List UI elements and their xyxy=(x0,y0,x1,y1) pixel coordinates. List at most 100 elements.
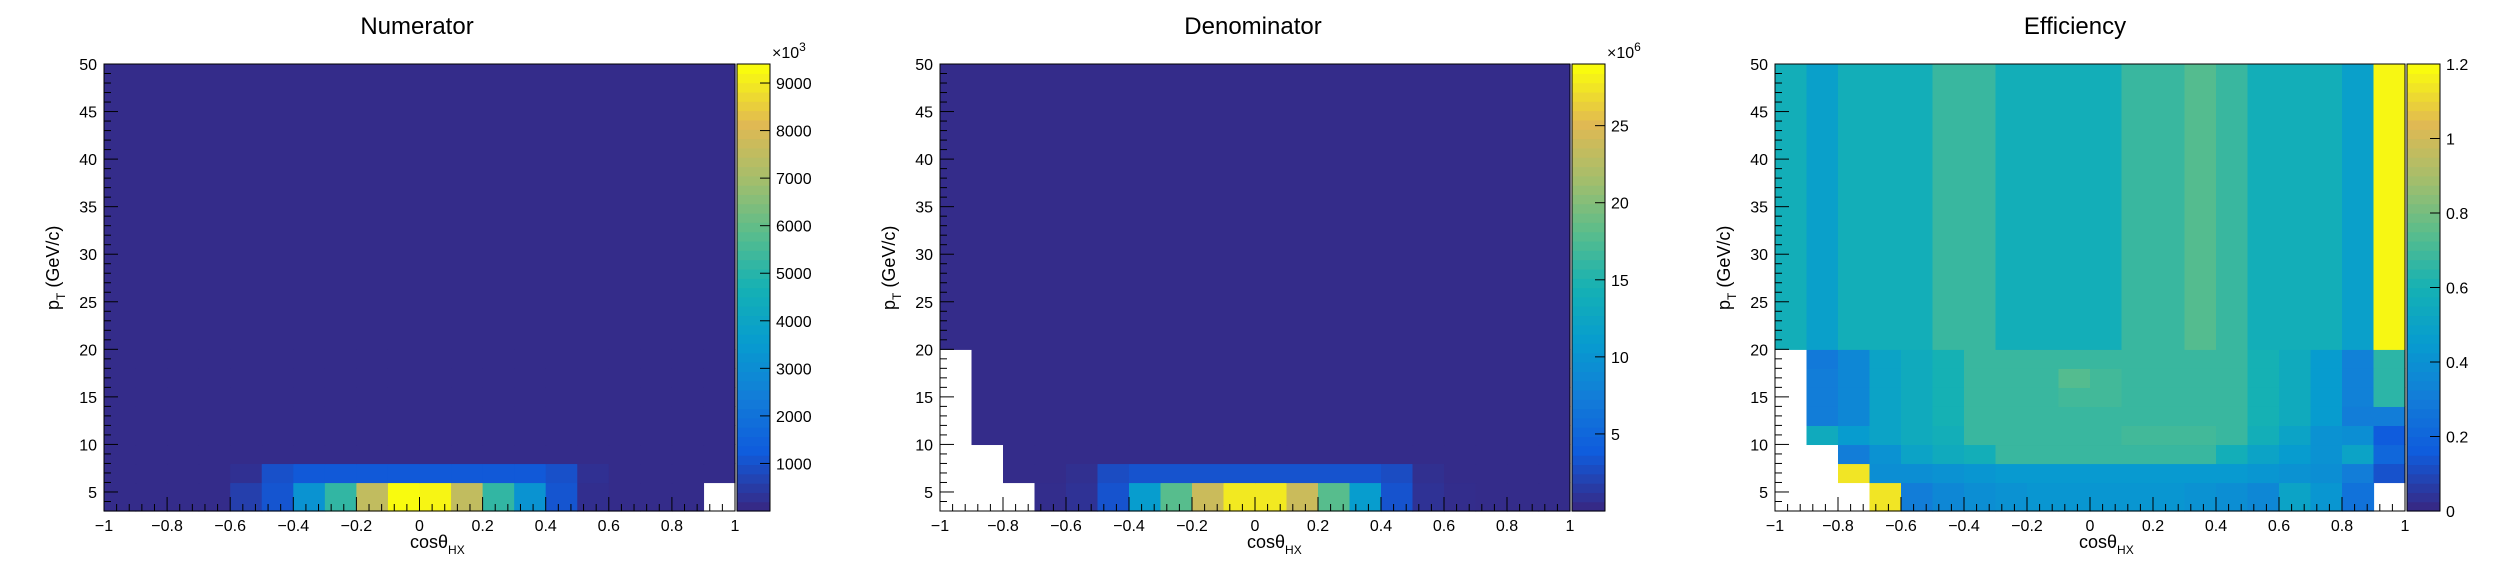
heatmap-cell xyxy=(1003,406,1036,426)
colorbar-band xyxy=(1572,427,1605,438)
heatmap-cell xyxy=(703,64,736,350)
heatmap-cell xyxy=(1932,463,1965,484)
colorbar-band xyxy=(2407,399,2440,410)
heatmap-cell xyxy=(1806,64,1839,350)
heatmap-cell xyxy=(1412,463,1445,484)
colorbar-band xyxy=(737,250,770,261)
colorbar-tick-label: 0.6 xyxy=(2446,281,2468,298)
colorbar-band xyxy=(737,138,770,149)
heatmap-cell xyxy=(1901,444,1934,465)
colorbar-band xyxy=(1572,492,1605,503)
heatmap-cell xyxy=(1806,349,1839,369)
heatmap-cell xyxy=(2342,482,2375,512)
x-tick-label: −1 xyxy=(95,518,113,535)
colorbar-band xyxy=(1572,483,1605,493)
colorbar-band xyxy=(2407,334,2440,344)
colorbar-band xyxy=(2407,501,2440,512)
heatmap-cell xyxy=(577,349,610,369)
heatmap-cell xyxy=(451,425,484,446)
heatmap-cell xyxy=(971,406,1004,426)
heatmap-cell xyxy=(545,64,578,350)
colorbar-tick-label: 20 xyxy=(1611,196,1629,213)
colorbar-band xyxy=(2407,147,2440,158)
heatmap-cell xyxy=(198,64,231,350)
colorbar-tick-label: 0.4 xyxy=(2446,355,2468,372)
colorbar-band xyxy=(737,119,770,130)
heatmap-cell xyxy=(1192,406,1225,426)
colorbar-band xyxy=(1572,306,1605,317)
y-tick-label: 10 xyxy=(915,437,933,454)
heatmap-cell xyxy=(167,482,200,512)
heatmap-cell xyxy=(1097,425,1130,446)
heatmap-cell xyxy=(1869,387,1902,407)
heatmap-cell xyxy=(1538,482,1571,512)
y-tick-label: 45 xyxy=(915,105,933,122)
heatmap-cell xyxy=(1869,463,1902,484)
heatmap-cell xyxy=(1255,444,1288,465)
colorbar-band xyxy=(737,278,770,289)
heatmap-cell xyxy=(1129,425,1162,446)
heatmap-cell xyxy=(1286,482,1319,512)
colorbar-band xyxy=(1572,352,1605,363)
y-tick-label: 5 xyxy=(1759,485,1768,502)
heatmap-cell xyxy=(1066,406,1099,426)
heatmap-cell xyxy=(2373,463,2406,484)
heatmap-cell xyxy=(230,368,263,388)
heatmap-cell xyxy=(1901,482,1934,512)
x-tick-label: −0.6 xyxy=(214,518,246,535)
heatmap-cell xyxy=(2184,425,2217,446)
heatmap-cell xyxy=(356,406,389,426)
colorbar-band xyxy=(2407,483,2440,493)
y-tick-label: 50 xyxy=(79,57,97,74)
colorbar-band xyxy=(1572,250,1605,261)
heatmap-cell xyxy=(324,349,357,369)
heatmap-cell xyxy=(1475,64,1508,350)
heatmap-cell xyxy=(2279,64,2312,350)
heatmap-cell xyxy=(135,368,168,388)
heatmap-cell xyxy=(387,368,421,388)
heatmap-cell xyxy=(1964,349,1997,369)
heatmap-cell xyxy=(1160,463,1193,484)
heatmap-cell xyxy=(1223,482,1256,512)
y-tick-label: 10 xyxy=(79,437,97,454)
colorbar-band xyxy=(1572,380,1605,391)
heatmap-cell xyxy=(577,444,610,465)
heatmap-cell xyxy=(261,64,294,350)
colorbar-band xyxy=(2407,185,2440,195)
heatmap-cell xyxy=(1318,368,1351,388)
heatmap-cell xyxy=(1838,368,1871,388)
colorbar-band xyxy=(737,399,770,410)
heatmap-cell xyxy=(1475,368,1508,388)
heatmap-cell xyxy=(1806,425,1839,446)
colorbar-tick-label: 7000 xyxy=(776,171,812,188)
heatmap-cell xyxy=(577,482,610,512)
heatmap-cell xyxy=(135,425,168,446)
heatmap-cell xyxy=(482,425,515,446)
y-tick-label: 35 xyxy=(1750,200,1768,217)
heatmap-cell xyxy=(356,463,389,484)
colorbar-band xyxy=(737,417,770,428)
heatmap-cell xyxy=(2121,64,2154,350)
heatmap-cell xyxy=(1538,387,1571,407)
heatmap-cell xyxy=(1192,368,1225,388)
colorbar-band xyxy=(1572,129,1605,140)
heatmap-cell xyxy=(514,64,547,350)
heatmap-cell xyxy=(1901,406,1934,426)
heatmap-cell xyxy=(671,368,705,388)
heatmap-cell xyxy=(640,406,673,426)
heatmap-cell xyxy=(1223,406,1256,426)
colorbar-band xyxy=(2407,240,2440,251)
heatmap-cell xyxy=(640,64,673,350)
heatmap-cell xyxy=(104,406,137,426)
heatmap-cell xyxy=(608,425,641,446)
colorbar-band xyxy=(2407,315,2440,326)
heatmap-cell xyxy=(1538,368,1571,388)
heatmap-cell xyxy=(514,425,547,446)
heatmap-cell xyxy=(1034,368,1067,388)
heatmap-cell xyxy=(514,387,547,407)
heatmap-cell xyxy=(1003,387,1036,407)
colorbar-band xyxy=(737,436,770,447)
colorbar-band xyxy=(2407,287,2440,298)
heatmap-cell xyxy=(1160,368,1193,388)
heatmap-cell xyxy=(1901,64,1934,350)
